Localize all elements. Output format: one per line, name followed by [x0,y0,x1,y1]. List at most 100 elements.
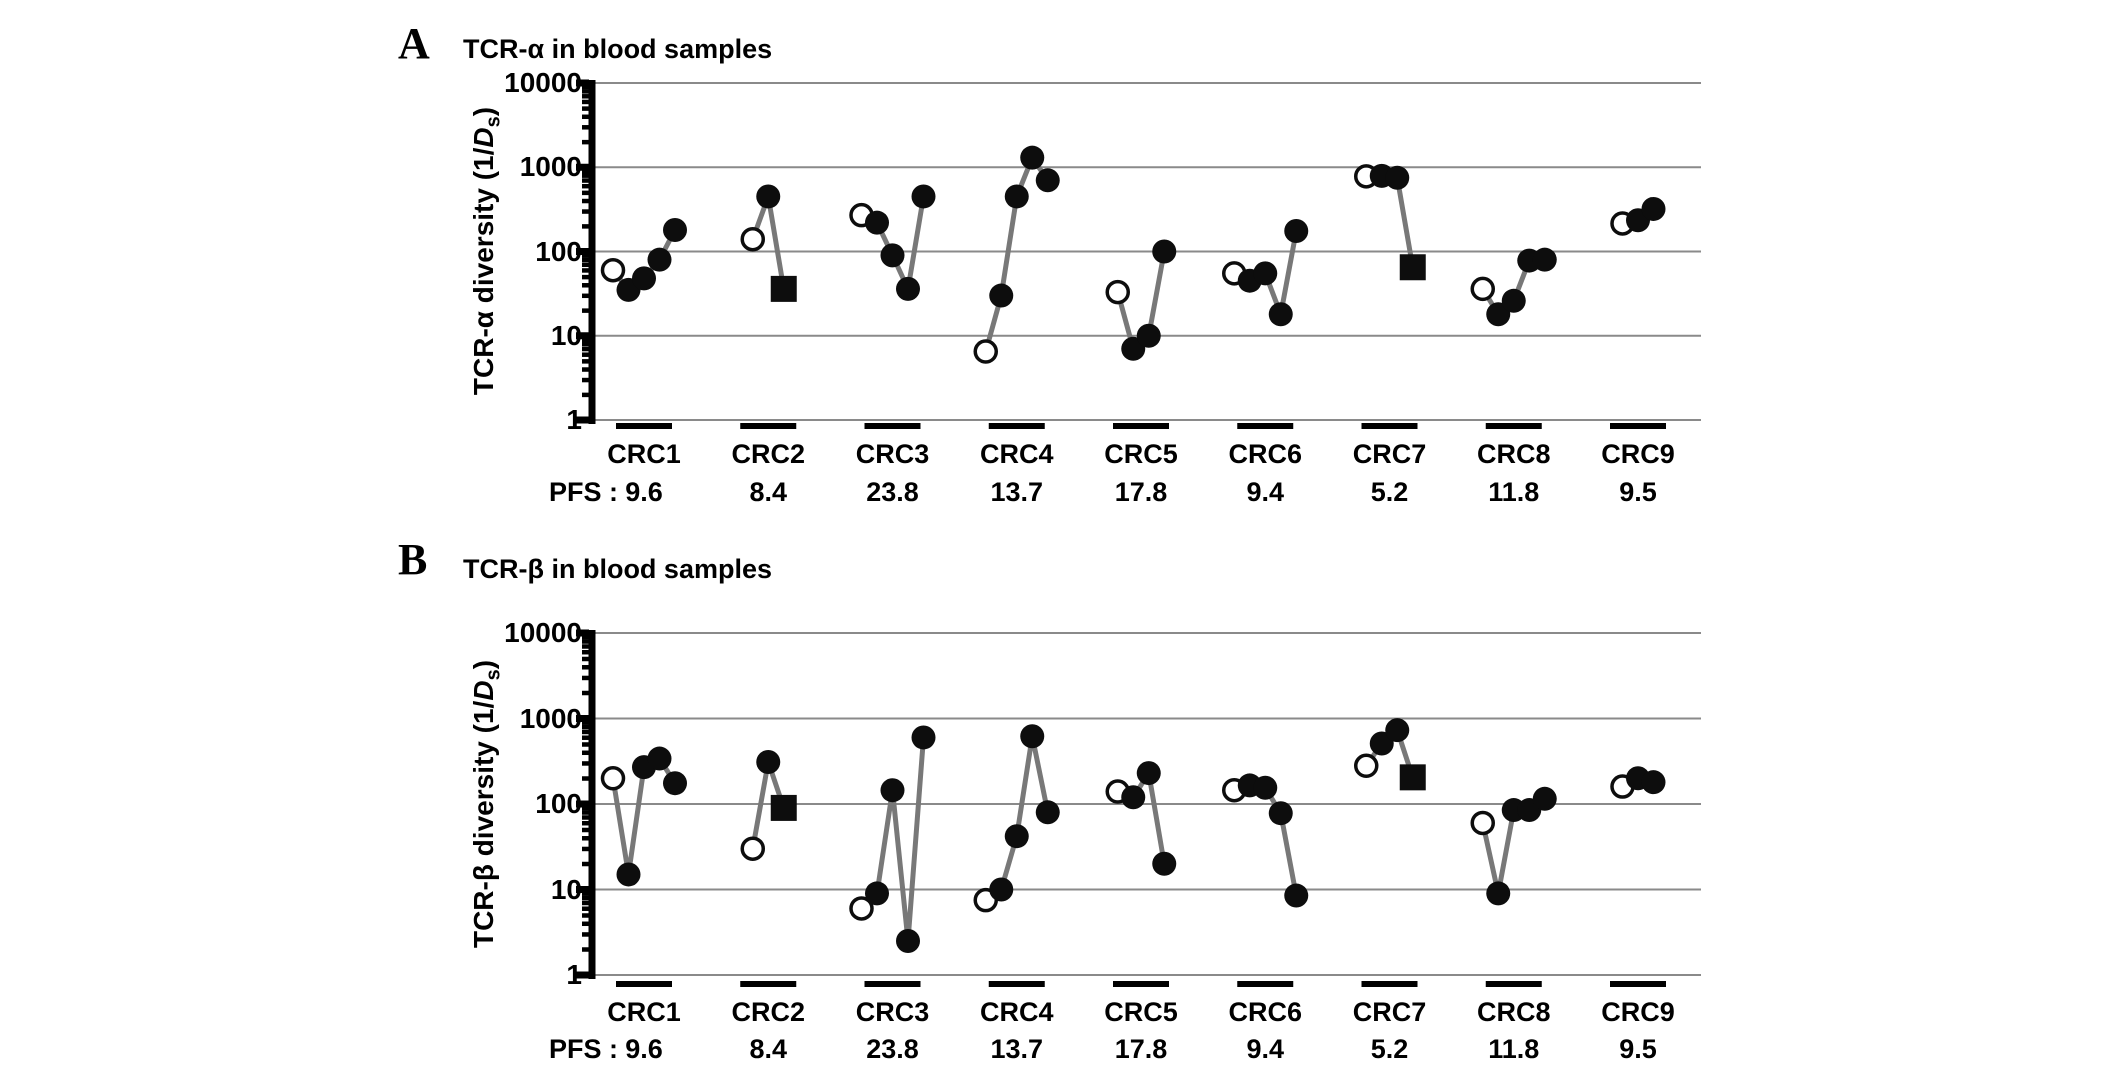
panel-a-pfs-value-crc5: 17.8 [1114,477,1168,507]
panel-b-minor-tick [582,750,589,756]
panel-b-crc6-point-3-filled-marker [1253,775,1278,800]
panel-a-pfs-value-crc8: 11.8 [1488,477,1540,507]
panel-b-minor-tick [582,895,589,901]
panel-a-minor-tick [582,114,589,120]
panel-b-crc3-point-5-filled-marker [911,725,936,750]
panel-a-minor-tick [582,352,589,357]
panel-a-minor-tick [582,190,589,196]
panel-a-crc6-point-4-filled-marker [1268,302,1293,327]
panel-a-letter: A [398,19,430,68]
panel-b-y-axis [588,630,596,979]
panel-b-crc4-point-4-filled-marker [1020,724,1045,749]
panel-b-crc7-point-3-filled-marker [1385,718,1410,743]
panel-b-crc5-underline-dash [1113,981,1169,987]
panel-a-crc1-underline-dash [616,423,672,429]
panel-b-crc8-point-2-filled-marker [1486,881,1511,906]
panel-b-minor-tick [582,639,589,644]
panel-b-crc8-point-1-open-marker [1470,810,1495,836]
panel-a-pfs-value-crc2: 8.4 [749,477,788,507]
panel-a-crc7-point-4-square-marker [1399,254,1426,281]
panel-b-crc3-point-3-filled-marker [880,778,905,803]
panel-a-crc6-point-3-filled-marker [1253,261,1278,286]
panel-b-minor-tick [582,861,589,867]
panel-a-crc7-point-3-filled-marker [1385,165,1410,190]
panel-a-minor-tick [582,367,589,372]
panel-a-crc3-point-3-filled-marker [880,243,905,268]
panel-b-crc1-point-4-filled-marker [647,746,672,771]
panel-b-pfs-row-label: PFS : [548,1034,618,1064]
panel-a-minor-tick [582,392,589,398]
panel-a-category-label-crc3: CRC3 [855,439,930,469]
panel-a-major-tick-1 [576,416,589,424]
panel-a-crc1-point-3-filled-marker [632,266,656,291]
panel-b-crc3-point-2-filled-marker [865,881,889,906]
panel-a-crc4-point-3-filled-marker [1004,184,1029,209]
panel-a-minor-tick [582,268,589,273]
panel-b-crc8-point-5-filled-marker [1532,786,1557,811]
panel-b-pfs-value-crc8: 11.8 [1488,1034,1540,1064]
panel-a-crc4-point-2-filled-marker [989,283,1014,308]
panel-b-y-tick-label-10000: 10000 [504,617,582,648]
panel-a-y-axis-label-italic-d: D [468,127,499,148]
panel-a-y-axis-label-suffix: ) [468,106,499,117]
panel-b-crc7-point-4-square-marker [1399,764,1426,791]
panel-b-minor-tick [582,906,589,911]
panel-b-minor-tick [582,846,589,852]
panel-a-pfs-value-crc6: 9.4 [1246,477,1285,507]
panel-b-title: TCR-β in blood samples [463,554,772,584]
panel-b-minor-tick [582,634,589,640]
panel-b-y-axis-label-prefix: TCR-β diversity (1/ [468,700,499,949]
panel-a-crc4-point-1-open-marker [973,339,998,364]
panel-a-pfs-value-crc9: 9.5 [1619,477,1657,507]
panel-b-crc5-point-3-filled-marker [1136,761,1161,786]
panel-a-y-tick-label-1: 1 [566,404,582,435]
panel-a-category-label-crc7: CRC7 [1352,439,1427,469]
panel-a-crc2-point-3-square-marker [770,275,797,302]
panel-b-letter: B [398,535,428,584]
panel-a-minor-tick [582,341,589,347]
panel-a-minor-tick [582,224,589,229]
panel-a-pfs-row-label: PFS : [548,477,618,507]
panel-b-crc1-point-2-filled-marker [616,862,641,887]
panel-a-crc6-point-5-filled-marker [1284,219,1309,244]
panel-a-minor-tick [582,125,589,130]
panel-a-minor-tick [582,346,589,352]
panel-a-minor-tick [582,308,589,313]
panel-a-y-tick-label-100: 100 [535,235,582,267]
panel-a-pfs-value-crc7: 5.2 [1370,477,1409,507]
panel-b-category-label-crc8: CRC8 [1476,997,1551,1027]
panel-a-crc8-underline-dash [1485,423,1542,429]
panel-a-y-tick-label-10: 10 [550,319,582,351]
panel-a-crc1-point-4-filled-marker [647,247,672,272]
panel-a-minor-tick [582,283,589,288]
panel-a-y-tick-label-1000: 1000 [519,151,582,183]
panel-a-category-label-crc1: CRC1 [607,439,681,469]
panel-b-major-tick-1000 [576,715,589,722]
panel-b-minor-tick [582,815,589,820]
panel-b-crc5-point-4-filled-marker [1152,851,1177,876]
panel-b-minor-tick [582,644,589,649]
panel-b-minor-tick [582,805,589,811]
panel-b-minor-tick [582,656,589,662]
panel-b-major-tick-100 [576,800,589,808]
panel-b-minor-tick [582,921,589,927]
panel-b-minor-tick [582,836,589,841]
panel-a-crc2-underline-dash [740,423,797,429]
panel-b-minor-tick [582,891,589,896]
panel-b-y-axis-label-suffix: ) [468,659,499,670]
panel-a-crc5-point-4-filled-marker [1152,239,1177,264]
panel-b-pfs-value-crc9: 9.5 [1619,1034,1657,1064]
panel-b-minor-tick [582,675,589,681]
panel-a-crc5-underline-dash [1113,423,1169,429]
panel-a-crc1-point-5-filled-marker [663,217,687,242]
panel-b-crc2-point-2-filled-marker [756,749,781,774]
panel-b-crc3-point-1-open-marker [849,896,874,921]
panel-b-y-axis-label-subscript: s [482,669,505,681]
panel-a-minor-tick [582,359,589,364]
panel-b-minor-tick [582,742,589,747]
panel-b-category-label-crc2: CRC2 [731,997,805,1027]
panel-a-minor-tick [582,178,589,183]
panel-a-crc8-point-5-filled-marker [1532,247,1557,272]
